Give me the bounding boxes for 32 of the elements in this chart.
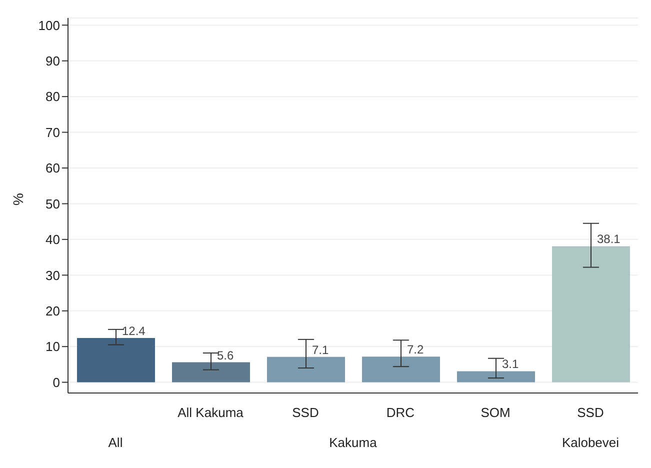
y-tick-label: 40 bbox=[46, 232, 60, 248]
y-tick-label: 70 bbox=[46, 124, 60, 140]
y-tick-label: 10 bbox=[46, 339, 60, 354]
data-label: 38.1 bbox=[597, 232, 621, 246]
text: All bbox=[107, 435, 124, 450]
text: Kalobevei bbox=[560, 435, 620, 450]
data-label: 7.1 bbox=[312, 342, 330, 357]
data-label: 3.1 bbox=[502, 357, 520, 372]
y-tick-label: 100 bbox=[38, 18, 60, 33]
y-tick-label: 80 bbox=[46, 89, 60, 104]
bar bbox=[362, 356, 440, 382]
bar bbox=[172, 362, 250, 382]
bar bbox=[457, 371, 535, 382]
bar bbox=[552, 246, 630, 382]
y-tick-label: 50 bbox=[46, 196, 60, 212]
x-tick-label: SOM bbox=[480, 405, 510, 420]
text: Kakuma bbox=[328, 435, 378, 450]
y-tick-label: 30 bbox=[46, 268, 60, 283]
data-label: 12.4 bbox=[122, 324, 146, 338]
x-tick-label: SSD bbox=[292, 405, 319, 420]
x-tick-label: DRC bbox=[386, 405, 415, 420]
y-tick-label: 90 bbox=[46, 53, 60, 68]
y-tick-label: 20 bbox=[46, 303, 60, 318]
x-tick-label: SSD bbox=[577, 405, 604, 420]
data-label: 7.2 bbox=[407, 342, 424, 357]
data-label: 5.6 bbox=[217, 348, 234, 362]
bar bbox=[267, 356, 345, 382]
y-tick-label: 0 bbox=[52, 374, 60, 390]
bar bbox=[77, 338, 155, 382]
x-tick-label: All Kakuma bbox=[178, 405, 244, 420]
y-axis-title: % bbox=[10, 193, 26, 206]
y-tick-label: 60 bbox=[46, 160, 60, 176]
